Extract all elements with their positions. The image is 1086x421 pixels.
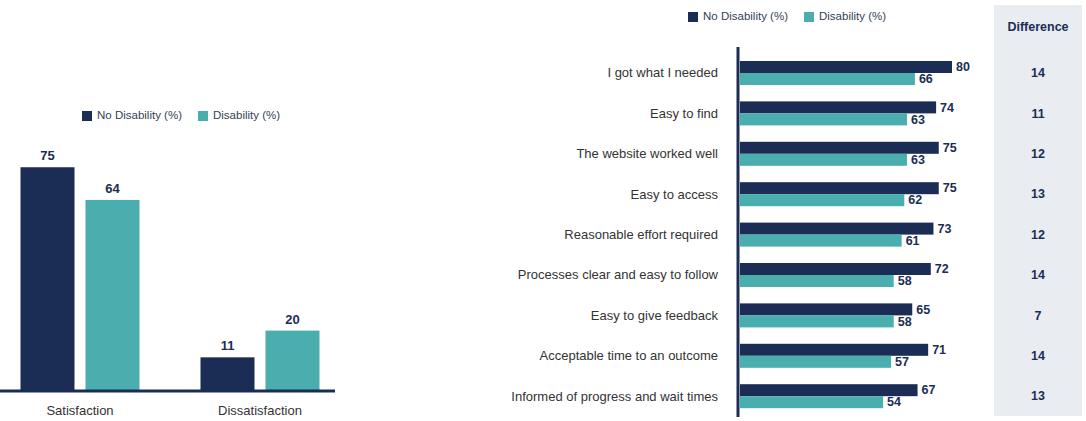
data-label: 67	[922, 383, 936, 397]
bars	[740, 61, 952, 408]
y-tick-label: Reasonable effort required	[564, 227, 718, 242]
data-label: 72	[935, 262, 949, 276]
data-label: 73	[937, 222, 951, 236]
data-label: 61	[906, 234, 920, 248]
difference-value: 14	[1031, 349, 1045, 363]
data-label: 71	[932, 343, 946, 357]
y-axis	[737, 47, 740, 417]
x-tick-label: Dissatisfaction	[218, 403, 302, 418]
legend-label: No Disability (%)	[703, 10, 788, 22]
bar	[740, 101, 936, 113]
data-label: 80	[956, 60, 970, 74]
bar	[740, 182, 939, 194]
legend-label: No Disability (%)	[97, 109, 182, 121]
bar	[740, 223, 933, 235]
bar	[86, 200, 140, 390]
bar	[740, 396, 883, 408]
data-label: 75	[943, 181, 957, 195]
data-label: 62	[908, 193, 922, 207]
labels: 80 66 I got what I needed 14 74 63 Easy to fin…	[511, 60, 1045, 409]
y-tick-label: Easy to find	[650, 106, 718, 121]
data-label: 11	[221, 338, 235, 353]
legend-swatch	[688, 12, 698, 22]
legend-label: Disability (%)	[819, 10, 886, 22]
bar	[740, 154, 907, 166]
data-label: 54	[887, 395, 901, 409]
data-label: 66	[919, 72, 933, 86]
data-label: 75	[943, 141, 957, 155]
data-label: 65	[916, 303, 930, 317]
y-tick-label: Acceptable time to an outcome	[540, 348, 719, 363]
bar	[740, 142, 939, 154]
difference-value: 14	[1031, 66, 1045, 80]
bar	[201, 357, 255, 390]
bar	[266, 331, 320, 390]
x-axis	[0, 390, 335, 393]
difference-value: 13	[1031, 389, 1045, 403]
bar	[21, 167, 75, 390]
difference-value: 12	[1031, 228, 1045, 242]
bar	[740, 344, 928, 356]
difference-value: 12	[1031, 147, 1045, 161]
legend-swatch	[804, 12, 814, 22]
y-tick-label: Easy to give feedback	[591, 308, 719, 323]
legend-label: Disability (%)	[213, 109, 280, 121]
bar	[740, 194, 904, 206]
data-label: 20	[285, 312, 299, 327]
difference-value: 7	[1035, 309, 1042, 323]
data-label: 63	[911, 153, 925, 167]
bar	[740, 275, 894, 287]
labels: 75 64 Satisfaction 11 20 Dissatisfaction	[40, 148, 302, 418]
legend-swatch	[198, 111, 208, 121]
bar	[740, 356, 891, 368]
y-tick-label: I got what I needed	[607, 65, 718, 80]
data-label: 58	[898, 315, 912, 329]
data-label: 75	[40, 148, 54, 163]
bar	[740, 61, 952, 73]
data-label: 64	[105, 181, 120, 196]
bar	[740, 263, 931, 275]
difference-panel	[994, 5, 1082, 416]
chart-canvas: 75 64 Satisfaction 11 20 Dissatisfaction No Di…	[0, 0, 1086, 421]
data-label: 74	[940, 101, 954, 115]
legend: No Disability (%) Disability (%)	[82, 109, 280, 121]
difference-value: 11	[1031, 107, 1044, 121]
data-label: 58	[898, 274, 912, 288]
bar	[740, 303, 912, 315]
y-tick-label: Easy to access	[631, 187, 719, 202]
bars	[21, 167, 320, 390]
bar	[740, 384, 918, 396]
legend: No Disability (%) Disability (%)	[688, 10, 886, 22]
y-tick-label: The website worked well	[576, 146, 718, 161]
difference-header: Difference	[1007, 20, 1068, 34]
difference-value: 13	[1031, 187, 1045, 201]
x-tick-label: Satisfaction	[46, 403, 113, 418]
legend-swatch	[82, 111, 92, 121]
data-label: 63	[911, 113, 925, 127]
bar	[740, 113, 907, 125]
bar	[740, 315, 894, 327]
data-label: 57	[895, 355, 909, 369]
difference-value: 14	[1031, 268, 1045, 282]
y-tick-label: Informed of progress and wait times	[511, 389, 718, 404]
bar	[740, 235, 902, 247]
y-tick-label: Processes clear and easy to follow	[518, 267, 719, 282]
bar	[740, 73, 915, 85]
